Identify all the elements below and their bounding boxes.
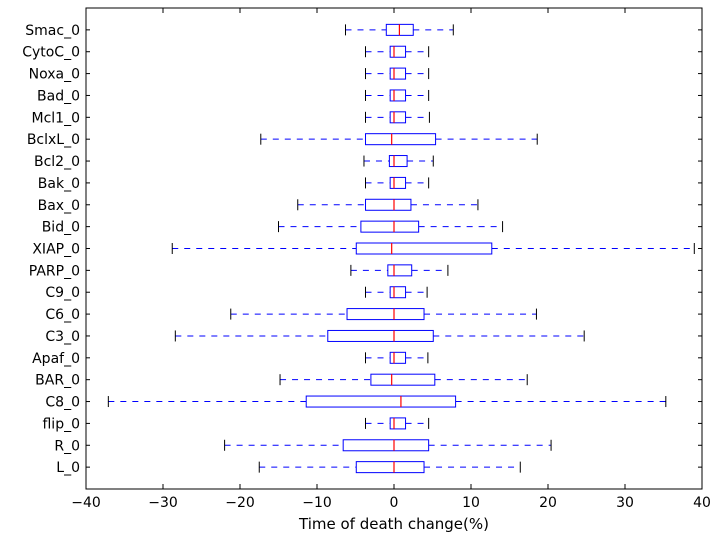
iqr-box <box>389 351 407 364</box>
x-tick-labels: −40 −30 −20 −10 0 10 20 30 40 <box>71 8 711 511</box>
iqr-box <box>360 220 420 233</box>
y-tick-label: C6_0 <box>45 307 80 323</box>
box-flip_0 <box>365 417 430 430</box>
boxes-layer <box>107 23 695 474</box>
box-BAR_0 <box>279 373 528 386</box>
box-C3_0 <box>174 329 585 342</box>
y-tick-label: C9_0 <box>45 285 80 301</box>
y-tick-label: Bid_0 <box>42 220 80 236</box>
x-tick-label: 30 <box>616 495 634 511</box>
iqr-box <box>342 439 430 452</box>
box-Bad_0 <box>365 89 430 102</box>
iqr-box <box>387 264 413 277</box>
x-tick-label: 10 <box>462 495 480 511</box>
box-Bcl2_0 <box>363 155 434 168</box>
iqr-box <box>365 133 437 146</box>
x-tick-label: −10 <box>302 495 332 511</box>
iqr-box <box>346 308 425 321</box>
y-tick-label: Mcl1_0 <box>32 110 80 126</box>
box-Bid_0 <box>278 220 504 233</box>
box-Bak_0 <box>365 176 430 189</box>
box-XIAP_0 <box>171 242 695 255</box>
box-Noxa_0 <box>365 67 430 80</box>
y-tick-label: Bcl2_0 <box>34 154 80 170</box>
x-axis-title: Time of death change(%) <box>298 515 489 533</box>
box-Smac_0 <box>344 23 454 36</box>
y-tick-label: BclxL_0 <box>27 132 80 148</box>
y-tick-label: C3_0 <box>45 329 80 345</box>
plot-frame <box>85 7 703 490</box>
y-tick-label: CytoC_0 <box>22 45 80 61</box>
iqr-box <box>389 89 407 102</box>
x-tick-label: −20 <box>225 495 255 511</box>
x-tick-label: 40 <box>693 495 711 511</box>
box-C6_0 <box>230 308 537 321</box>
y-tick-label: Noxa_0 <box>29 67 80 83</box>
y-tick-label: XIAP_0 <box>32 242 80 258</box>
y-tick-label: Smac_0 <box>25 23 80 39</box>
y-tick-label: Bad_0 <box>37 88 80 104</box>
box-Bax_0 <box>297 198 479 211</box>
box-BclxL_0 <box>260 133 538 146</box>
y-tick-label: Apaf_0 <box>32 351 80 367</box>
y-tick-labels: Smac_0 CytoC_0 Noxa_0 Bad_0 Mcl1_0 BclxL_0 Bcl… <box>22 23 702 476</box>
box-L_0 <box>258 461 521 474</box>
iqr-box <box>327 329 434 342</box>
iqr-box <box>389 111 407 124</box>
y-tick-label: Bak_0 <box>38 176 80 192</box>
iqr-box <box>370 373 436 386</box>
iqr-box <box>389 176 407 189</box>
box-C9_0 <box>365 286 428 299</box>
box-Apaf_0 <box>365 351 429 364</box>
iqr-box <box>355 242 493 255</box>
iqr-box <box>365 198 412 211</box>
iqr-box <box>389 45 407 58</box>
box-CytoC_0 <box>365 45 430 58</box>
iqr-box <box>355 461 425 474</box>
x-tick-label: −30 <box>148 495 178 511</box>
y-tick-label: C8_0 <box>45 395 80 411</box>
y-tick-label: R_0 <box>54 438 80 454</box>
y-tick-label: PARP_0 <box>29 263 80 279</box>
y-tick-label: L_0 <box>56 460 80 476</box>
iqr-box <box>389 286 407 299</box>
y-tick-label: flip_0 <box>42 416 80 432</box>
x-tick-label: 0 <box>390 495 399 511</box>
box-C8_0 <box>107 395 667 408</box>
iqr-box <box>389 67 407 80</box>
iqr-box <box>389 417 407 430</box>
box-PARP_0 <box>350 264 449 277</box>
y-tick-label: Bax_0 <box>38 198 80 214</box>
iqr-box <box>305 395 457 408</box>
box-Mcl1_0 <box>365 111 430 124</box>
x-tick-label: 20 <box>539 495 557 511</box>
y-tick-label: BAR_0 <box>35 373 80 389</box>
x-tick-label: −40 <box>71 495 101 511</box>
iqr-box <box>388 155 408 168</box>
box-R_0 <box>224 439 552 452</box>
